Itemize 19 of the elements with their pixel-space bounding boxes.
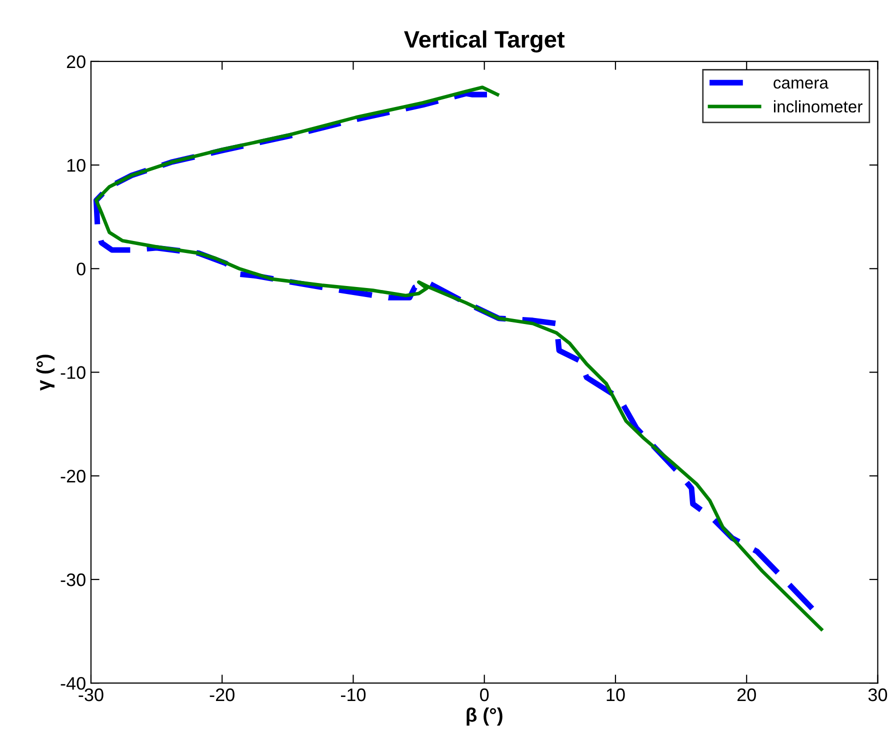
y-tick-label: 20 bbox=[66, 55, 86, 68]
x-tick-label: -30 bbox=[78, 688, 104, 702]
y-tick-label: -30 bbox=[60, 573, 86, 586]
x-tick-label: 10 bbox=[606, 688, 625, 702]
y-tick-label: -10 bbox=[60, 366, 86, 379]
y-tick-label: 0 bbox=[76, 262, 86, 276]
x-tick-label: 0 bbox=[480, 688, 489, 702]
legend-label: camera bbox=[774, 80, 828, 89]
legend-label: inclinometer bbox=[774, 100, 862, 113]
x-tick-label: -20 bbox=[210, 688, 234, 702]
x-tick-label: 30 bbox=[868, 688, 888, 702]
y-tick-label: 10 bbox=[67, 158, 86, 172]
x-axis-title: β (°) bbox=[466, 708, 502, 726]
y-tick-label: -20 bbox=[60, 470, 86, 483]
x-tick-label: 20 bbox=[737, 688, 756, 702]
x-tick-label: -10 bbox=[340, 688, 366, 702]
chart-title: Vertical Target bbox=[404, 30, 565, 53]
y-tick-label: -40 bbox=[60, 677, 86, 690]
y-axis-title: γ (°) bbox=[36, 354, 54, 391]
